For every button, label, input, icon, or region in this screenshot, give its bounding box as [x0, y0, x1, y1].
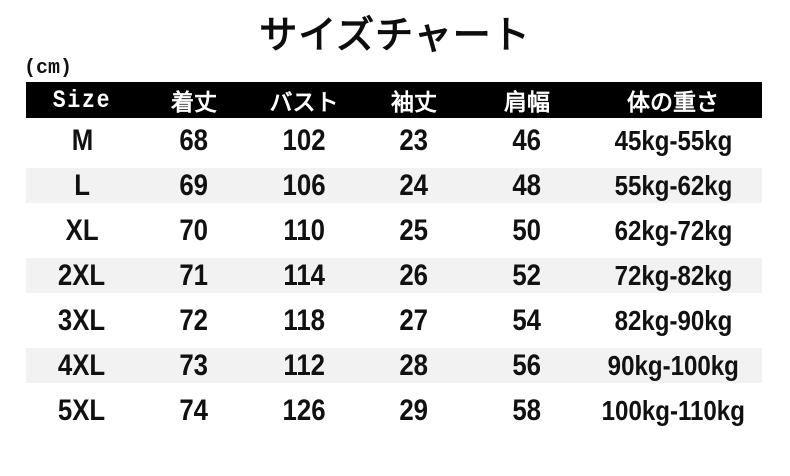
length-cell: 74: [179, 393, 209, 427]
weight-cell: 62kg-72kg: [614, 214, 732, 246]
shoulder-cell: 56: [512, 348, 542, 382]
length-cell: 70: [179, 213, 209, 247]
sleeve-cell: 28: [399, 348, 429, 382]
size-cell: L: [74, 168, 90, 202]
bust-cell: 110: [283, 213, 325, 247]
bust-cell: 106: [282, 168, 326, 202]
col-header-weight: 体の重さ: [627, 89, 719, 115]
shoulder-cell: 58: [512, 393, 542, 427]
bust-cell: 102: [282, 123, 326, 157]
col-header-shoulder: 肩幅: [504, 89, 550, 115]
shoulder-cell: 48: [512, 168, 542, 202]
length-cell: 69: [179, 168, 209, 202]
shoulder-cell: 50: [512, 213, 542, 247]
bust-cell: 118: [283, 303, 325, 337]
size-table: Size 着丈 バスト 袖丈 肩幅 体の重さ M 68 102 23 46 45…: [26, 82, 762, 433]
weight-cell: 100kg-110kg: [601, 394, 745, 426]
col-header-length: 着丈: [171, 89, 217, 115]
sleeve-cell: 24: [399, 168, 429, 202]
weight-cell: 82kg-90kg: [614, 304, 732, 336]
weight-cell: 72kg-82kg: [614, 259, 732, 291]
sleeve-cell: 23: [399, 123, 429, 157]
shoulder-cell: 52: [512, 258, 542, 292]
size-cell: 5XL: [58, 393, 106, 427]
sleeve-cell: 29: [399, 393, 429, 427]
size-cell: 2XL: [58, 258, 106, 292]
length-cell: 71: [179, 258, 209, 292]
sleeve-cell: 26: [399, 258, 429, 292]
table-row-xl: XL 70 110 25 50 62kg-72kg: [26, 208, 762, 253]
bust-cell: 112: [283, 348, 325, 382]
table-row-3xl: 3XL 72 118 27 54 82kg-90kg: [26, 298, 762, 343]
weight-cell: 45kg-55kg: [614, 124, 732, 156]
bust-cell: 114: [283, 258, 325, 292]
shoulder-cell: 46: [512, 123, 542, 157]
size-cell: 3XL: [58, 303, 106, 337]
sleeve-cell: 25: [399, 213, 429, 247]
table-row-l: L 69 106 24 48 55kg-62kg: [26, 163, 762, 208]
table-row-4xl: 4XL 73 112 28 56 90kg-100kg: [26, 343, 762, 388]
unit-label: (cm): [24, 57, 73, 80]
length-cell: 73: [179, 348, 209, 382]
sleeve-cell: 27: [399, 303, 429, 337]
table-row-m: M 68 102 23 46 45kg-55kg: [26, 118, 762, 163]
col-header-sleeve: 袖丈: [391, 89, 437, 115]
shoulder-cell: 54: [512, 303, 542, 337]
weight-cell: 55kg-62kg: [614, 169, 732, 201]
bust-cell: 126: [282, 393, 326, 427]
length-cell: 68: [179, 123, 209, 157]
size-cell: 4XL: [58, 348, 106, 382]
page-title: サイズチャート: [259, 15, 531, 57]
table-row-5xl: 5XL 74 126 29 58 100kg-110kg: [26, 388, 762, 433]
size-cell: XL: [65, 213, 99, 247]
table-row-2xl: 2XL 71 114 26 52 72kg-82kg: [26, 253, 762, 298]
col-header-size: Size: [52, 85, 112, 115]
weight-cell: 90kg-100kg: [607, 349, 739, 381]
length-cell: 72: [179, 303, 209, 337]
size-cell: M: [71, 123, 93, 157]
table-header-row: Size 着丈 バスト 袖丈 肩幅 体の重さ: [26, 82, 762, 118]
col-header-bust: バスト: [269, 89, 339, 115]
